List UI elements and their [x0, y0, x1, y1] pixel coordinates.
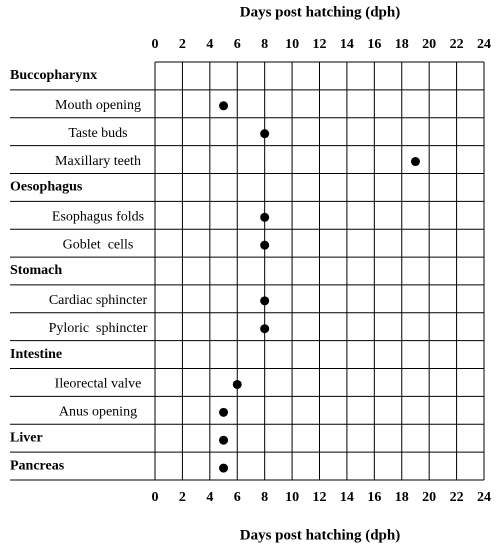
row-label: Goblet cells	[63, 237, 134, 252]
x-axis-title-top: Days post hatching (dph)	[240, 4, 400, 20]
x-tick-label-bottom: 10	[285, 490, 299, 505]
dot	[260, 296, 270, 306]
x-tick-label-top: 20	[422, 37, 436, 52]
x-tick-label-top: 12	[313, 37, 327, 52]
x-tick-label-top: 8	[261, 37, 268, 52]
group-label: Stomach	[10, 263, 62, 278]
row-label: Taste buds	[68, 126, 127, 141]
x-tick-label-bottom: 20	[422, 490, 436, 505]
row-label: Esophagus folds	[52, 209, 144, 224]
row-label: Mouth opening	[55, 98, 141, 113]
dot	[232, 379, 242, 389]
x-tick-label-top: 18	[395, 37, 409, 52]
dot	[260, 212, 270, 222]
x-tick-label-top: 14	[340, 37, 354, 52]
row-label: Maxillary teeth	[55, 154, 141, 169]
row-label: Cardiac sphincter	[49, 293, 148, 308]
x-tick-label-bottom: 16	[367, 490, 381, 505]
row-label: Pyloric sphincter	[49, 321, 148, 336]
group-label: Liver	[10, 430, 43, 445]
row-label: Ileorectal valve	[55, 377, 142, 392]
x-tick-label-top: 0	[152, 37, 159, 52]
dot	[410, 157, 420, 167]
x-tick-label-top: 16	[367, 37, 381, 52]
x-tick-label-top: 10	[285, 37, 299, 52]
x-tick-label-bottom: 14	[340, 490, 354, 505]
group-label: Buccopharynx	[10, 68, 97, 83]
x-tick-label-top: 4	[206, 37, 213, 52]
dot	[219, 463, 229, 473]
x-tick-label-bottom: 24	[477, 490, 491, 505]
x-tick-label-bottom: 2	[179, 490, 186, 505]
x-tick-label-bottom: 22	[450, 490, 464, 505]
dot	[260, 129, 270, 139]
x-tick-label-bottom: 18	[395, 490, 409, 505]
dot	[260, 324, 270, 334]
x-tick-label-bottom: 4	[206, 490, 213, 505]
group-label: Intestine	[10, 347, 62, 362]
dot	[219, 435, 229, 445]
x-tick-label-bottom: 8	[261, 490, 268, 505]
x-axis-title-bottom: Days post hatching (dph)	[240, 527, 400, 543]
x-tick-label-bottom: 12	[313, 490, 327, 505]
x-tick-label-bottom: 6	[234, 490, 241, 505]
dot	[260, 240, 270, 250]
x-tick-label-top: 22	[450, 37, 464, 52]
dot	[219, 407, 229, 417]
group-label: Oesophagus	[10, 180, 83, 195]
group-label: Pancreas	[10, 458, 65, 473]
x-tick-label-top: 6	[234, 37, 241, 52]
row-label: Anus opening	[59, 405, 137, 420]
x-tick-label-top: 24	[477, 37, 491, 52]
x-tick-label-top: 2	[179, 37, 186, 52]
dot	[219, 101, 229, 111]
x-tick-label-bottom: 0	[152, 490, 159, 505]
